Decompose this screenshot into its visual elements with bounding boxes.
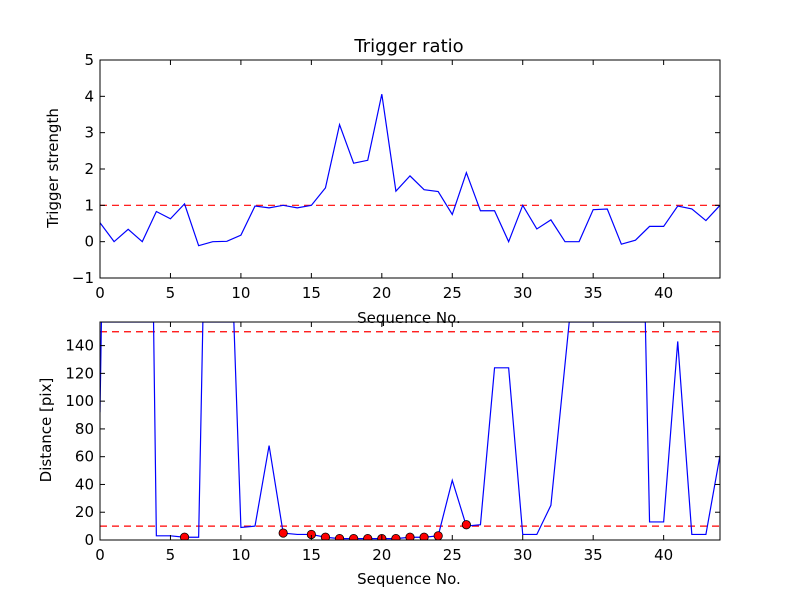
x-axis-label: Sequence No.: [357, 570, 461, 588]
x-tick-label: 10: [231, 546, 250, 564]
y-tick-label: 140: [65, 337, 94, 355]
data-point-marker: [363, 534, 373, 540]
x-tick-label: 0: [95, 546, 105, 564]
x-axis-label: Sequence No.: [357, 309, 461, 327]
series-line: [100, 322, 720, 540]
x-tick-label: 35: [584, 546, 603, 564]
y-tick-label: 100: [65, 392, 94, 410]
x-tick-label: 15: [302, 546, 321, 564]
y-axis-label: Trigger strength: [44, 108, 62, 229]
x-tick-label: 40: [654, 284, 673, 302]
data-point-marker: [320, 532, 331, 540]
trigger-ratio-plot: Trigger ratio Sequence No. Trigger stren…: [44, 36, 721, 327]
x-tick-label: 10: [231, 284, 250, 302]
x-tick-label: 35: [584, 284, 603, 302]
data-point-marker: [334, 534, 345, 540]
data-point-marker: [349, 534, 359, 540]
data-point-marker: [405, 532, 415, 540]
series-line: [100, 94, 720, 247]
y-tick-label: 0: [84, 531, 94, 549]
x-tick-label: 5: [166, 546, 176, 564]
distance-plot: Sequence No. Distance [pix] 0 5 10 15 20 25 30…: [37, 321, 721, 588]
data-point-marker: [391, 534, 401, 540]
x-tick-label: 25: [443, 546, 462, 564]
data-point-marker: [179, 532, 190, 540]
y-tick-label: 120: [65, 364, 94, 382]
x-tick-label: 40: [654, 546, 673, 564]
y-tick-label: −1: [72, 269, 94, 287]
data-point-marker: [433, 531, 443, 540]
x-tick-label: 20: [372, 546, 391, 564]
y-tick-label: 2: [84, 160, 94, 178]
x-tick-label: 30: [513, 546, 532, 564]
y-tick-label: 40: [75, 475, 94, 493]
y-axis-label: Distance [pix]: [37, 378, 55, 483]
data-point-marker: [461, 520, 471, 530]
y-tick-label: 4: [84, 87, 94, 105]
y-tick-label: 3: [84, 124, 94, 142]
y-tick-label: 60: [75, 448, 94, 466]
data-point-marker: [419, 532, 429, 540]
y-tick-label: 80: [75, 420, 94, 438]
x-tick-label: 0: [95, 284, 105, 302]
x-tick-label: 25: [443, 284, 462, 302]
x-tick-label: 30: [513, 284, 532, 302]
axes-frame: [99, 321, 721, 541]
plot-title: Trigger ratio: [353, 36, 463, 57]
x-tick-label: 5: [166, 284, 176, 302]
y-tick-label: 5: [84, 51, 94, 69]
y-tick-label: 1: [84, 196, 94, 214]
x-tick-label: 15: [302, 284, 321, 302]
data-point-marker: [278, 528, 288, 538]
y-tick-label: 0: [84, 233, 94, 251]
x-tick-label: 20: [372, 284, 391, 302]
y-tick-label: 20: [75, 503, 94, 521]
